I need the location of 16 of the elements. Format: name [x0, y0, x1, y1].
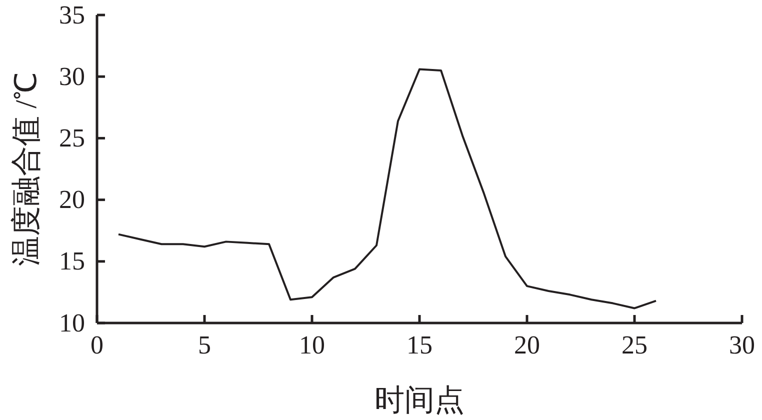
y-tick-label: 25: [59, 124, 85, 153]
y-tick-label: 20: [59, 185, 85, 214]
x-tick-label: 0: [90, 330, 104, 360]
x-tick-label: 10: [299, 330, 325, 360]
y-axis-title: 温度融合值 /℃: [10, 72, 43, 266]
y-tick-label: 30: [59, 62, 85, 91]
line-series: [118, 68, 657, 310]
x-tick-label: 30: [729, 330, 755, 360]
y-tick-label: 15: [59, 246, 85, 276]
x-tick-label: 5: [198, 330, 211, 360]
x-axis-title: 时间点: [374, 384, 464, 417]
y-tick-label: 10: [59, 308, 85, 338]
x-tick-label: 15: [406, 330, 432, 360]
y-tick-label: 35: [59, 0, 85, 30]
x-tick-label: 20: [514, 330, 540, 360]
x-tick-label: 25: [622, 330, 648, 360]
